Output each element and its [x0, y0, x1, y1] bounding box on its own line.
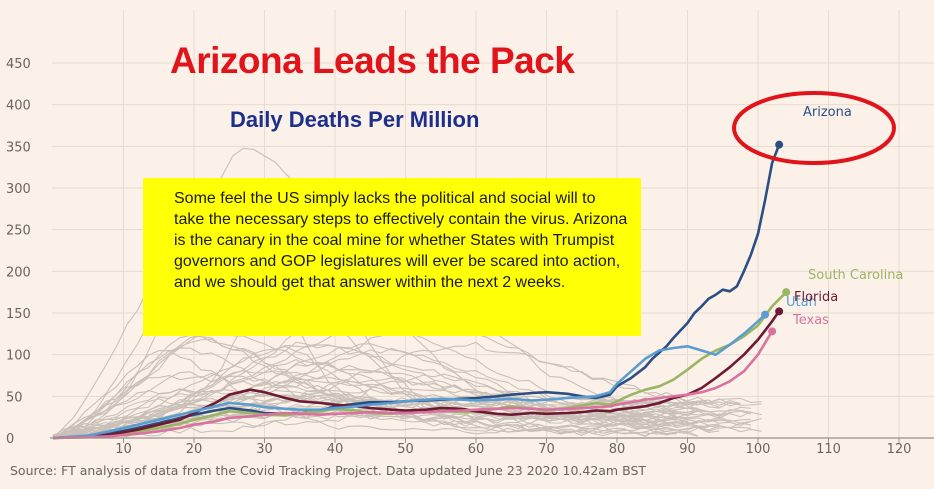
- x-tick-label: 20: [186, 442, 203, 457]
- series-endpoint-arizona: [775, 140, 784, 149]
- other-state-line: [52, 397, 699, 438]
- axes: 0 50 100 150 200 250 300 350 400 450 10 20 30 40 50 60 7…: [6, 57, 934, 457]
- y-tick-label: 350: [6, 140, 31, 155]
- series-label-utah: Utah: [786, 295, 817, 310]
- y-tick-label: 50: [6, 390, 23, 405]
- series-line-utah: [52, 313, 766, 440]
- y-tick-label: 100: [6, 349, 31, 364]
- x-tick-label: 30: [256, 442, 273, 457]
- x-tick-label: 100: [746, 442, 771, 457]
- chart-subtitle: Daily Deaths Per Million: [230, 107, 480, 132]
- other-state-line: [52, 369, 709, 438]
- series-label-south-carolina: South Carolina: [808, 268, 903, 283]
- x-tick-label: 110: [816, 442, 841, 457]
- source-note: Source: FT analysis of data from the Cov…: [10, 463, 647, 478]
- series-line-south-carolina: [52, 291, 788, 440]
- y-tick-label: 250: [6, 224, 31, 239]
- series-label-arizona: Arizona: [803, 105, 852, 120]
- y-tick-label: 450: [6, 57, 31, 72]
- x-tick-label: 70: [538, 442, 555, 457]
- series-line-arizona: [52, 144, 781, 440]
- series-endpoint-south-carolina: [782, 288, 791, 297]
- other-state-line: [52, 350, 678, 437]
- x-tick-label: 60: [468, 442, 485, 457]
- series-line-texas: [52, 330, 774, 440]
- series-labels: Arizona South Carolina Utah Florida Texa…: [786, 105, 903, 328]
- x-tick-label: 50: [397, 442, 414, 457]
- y-tick-label: 300: [6, 182, 31, 197]
- series-endpoint-utah: [761, 310, 770, 319]
- series-endpoint-texas: [768, 327, 777, 336]
- y-tick-label: 150: [6, 307, 31, 322]
- y-tick-label: 0: [6, 432, 14, 447]
- series-endpoint-florida: [775, 307, 784, 316]
- chart-title: Arizona Leads the Pack: [170, 40, 575, 81]
- series-label-texas: Texas: [792, 313, 829, 328]
- x-tick-label: 90: [679, 442, 696, 457]
- y-tick-label: 400: [6, 99, 31, 114]
- series-label-florida: Florida: [794, 290, 838, 305]
- x-tick-label: 80: [609, 442, 626, 457]
- highlighted-series: [52, 140, 791, 440]
- x-tick-label: 120: [887, 442, 912, 457]
- arizona-highlight-ring: [732, 91, 896, 165]
- commentary-callout: Some feel the US simply lacks the politi…: [143, 178, 641, 336]
- x-tick-label: 40: [327, 442, 344, 457]
- x-tick-label: 10: [115, 442, 132, 457]
- y-tick-label: 200: [6, 265, 31, 280]
